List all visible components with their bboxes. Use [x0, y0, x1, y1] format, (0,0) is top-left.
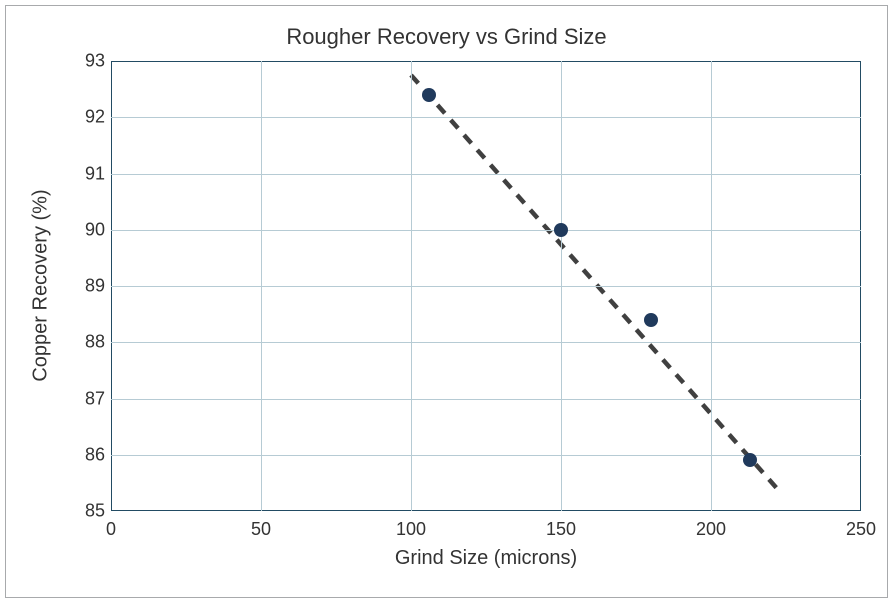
gridline-h — [111, 342, 861, 343]
y-tick-label: 86 — [69, 444, 105, 465]
y-tick-label: 91 — [69, 163, 105, 184]
y-tick-label: 89 — [69, 276, 105, 297]
x-axis-label: Grind Size (microns) — [111, 547, 861, 570]
gridline-h — [111, 174, 861, 175]
chart-title: Rougher Recovery vs Grind Size — [6, 24, 887, 50]
x-tick-label: 0 — [106, 519, 116, 540]
y-tick-label: 92 — [69, 107, 105, 128]
gridline-h — [111, 399, 861, 400]
x-tick-label: 50 — [251, 519, 271, 540]
x-tick-label: 150 — [546, 519, 576, 540]
x-tick-label: 250 — [846, 519, 876, 540]
y-tick-label: 90 — [69, 219, 105, 240]
data-point — [422, 88, 436, 102]
plot-area — [111, 61, 861, 511]
data-point — [554, 223, 568, 237]
y-tick-label: 88 — [69, 332, 105, 353]
y-tick-label: 85 — [69, 501, 105, 522]
y-tick-label: 93 — [69, 51, 105, 72]
y-tick-label: 87 — [69, 388, 105, 409]
data-point — [743, 453, 757, 467]
y-axis-label: Copper Recovery (%) — [30, 61, 53, 511]
gridline-h — [111, 230, 861, 231]
data-point — [644, 313, 658, 327]
gridline-h — [111, 286, 861, 287]
x-tick-label: 200 — [696, 519, 726, 540]
chart-container: Rougher Recovery vs Grind Size Grind Siz… — [5, 5, 888, 598]
x-tick-label: 100 — [396, 519, 426, 540]
gridline-h — [111, 117, 861, 118]
